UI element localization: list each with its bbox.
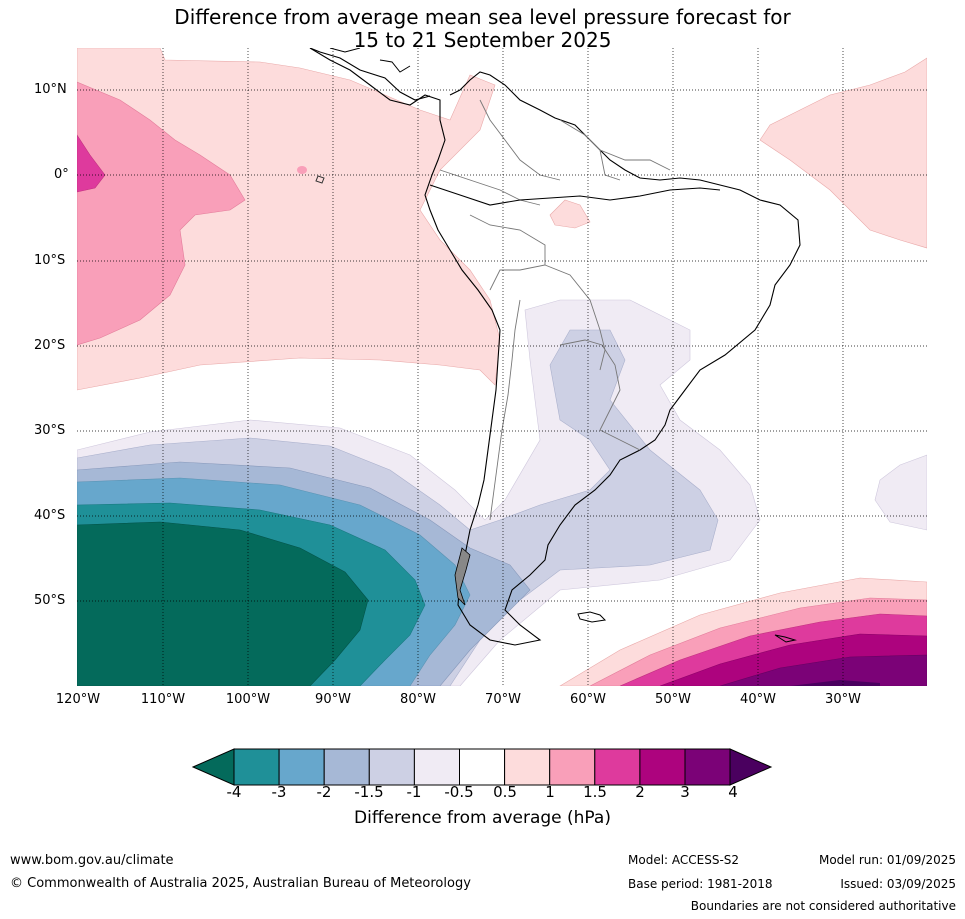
lon-label-120w: 120°W — [55, 692, 101, 707]
colorbar-label: 3 — [680, 783, 690, 801]
anomaly-pos-0.5 — [77, 48, 501, 391]
footer-model: Model: ACCESS-S2 — [628, 853, 740, 867]
colorbar-label: -2 — [316, 783, 332, 801]
lat-label-50s: 50°S — [34, 593, 66, 608]
footer-model-run: Model run: 01/09/2025 — [818, 853, 956, 867]
colorbar-swatch-9 — [594, 748, 641, 786]
colorbar-label: -0.5 — [444, 783, 474, 801]
colorbar-swatch-2 — [278, 748, 325, 786]
anomaly-pos-atlantic — [759, 57, 927, 249]
anomaly-pos-south-3.0 — [719, 654, 927, 686]
lat-label-30s: 30°S — [34, 423, 66, 438]
lat-label-10n: 10°N — [34, 82, 67, 97]
colorbar-above-max — [729, 748, 773, 786]
anomaly-neg-4.0 — [77, 521, 369, 686]
falkland-islands — [577, 611, 607, 623]
colorbar-swatch-8 — [549, 748, 596, 786]
anomaly-spot-amazon — [549, 199, 591, 229]
lon-label-100w: 100°W — [225, 692, 271, 707]
colorbar-label: 2 — [635, 783, 645, 801]
colorbar-swatch-7 — [504, 748, 551, 786]
colorbar-label: 1.5 — [583, 783, 607, 801]
colorbar-swatch-6 — [459, 748, 506, 786]
anomaly-neg-atlantic-east — [874, 454, 927, 531]
lon-label-60w: 60°W — [570, 692, 606, 707]
map-title-line2: 15 to 21 September 2025 — [353, 28, 612, 52]
lon-label-80w: 80°W — [400, 692, 436, 707]
colorbar-label: -1.5 — [354, 783, 384, 801]
colorbar-swatch-5 — [413, 748, 460, 786]
coastline-caribbean — [329, 48, 411, 73]
lon-label-70w: 70°W — [485, 692, 521, 707]
footer-base-period: Base period: 1981-2018 — [628, 877, 773, 891]
anomaly-spot-pacific — [297, 166, 307, 174]
colorbar-swatch-3 — [323, 748, 370, 786]
chile-fjords — [454, 547, 471, 606]
lon-label-110w: 110°W — [140, 692, 186, 707]
lon-label-50w: 50°W — [655, 692, 691, 707]
amazon-river — [429, 184, 721, 206]
lat-label-20s: 20°S — [34, 338, 66, 353]
colorbar-swatch-10 — [639, 748, 686, 786]
colorbar-label: -3 — [271, 783, 287, 801]
colorbar-label: 1 — [545, 783, 555, 801]
footer-website[interactable]: www.bom.gov.au/climate — [10, 853, 174, 868]
colorbar-swatch-11 — [684, 748, 731, 786]
lat-label-10s: 10°S — [34, 253, 66, 268]
colorbar-title: Difference from average (hPa) — [354, 808, 611, 828]
colorbar-swatch-4 — [368, 748, 415, 786]
colorbar-below-min — [191, 748, 235, 786]
footer-copyright: © Commonwealth of Australia 2025, Austra… — [10, 876, 471, 891]
coastline-central-america — [309, 48, 431, 101]
country-borders — [439, 99, 671, 521]
anomaly-pos-1.0 — [77, 81, 246, 346]
colorbar-label: 0.5 — [493, 783, 517, 801]
lon-label-40w: 40°W — [740, 692, 776, 707]
lon-label-30w: 30°W — [825, 692, 861, 707]
footer-boundaries-note: Boundaries are not considered authoritat… — [690, 899, 956, 913]
graticule — [77, 48, 927, 686]
anomaly-field — [77, 48, 927, 686]
colorbar — [191, 748, 773, 786]
colorbar-label: -1 — [406, 783, 422, 801]
south-georgia — [774, 634, 797, 643]
map-title-line1: Difference from average mean sea level p… — [174, 5, 791, 29]
footer-issued: Issued: 03/09/2025 — [840, 877, 956, 891]
lon-label-90w: 90°W — [315, 692, 351, 707]
galapagos-islands — [315, 175, 325, 184]
colorbar-label: -4 — [226, 783, 242, 801]
colorbar-swatch-1 — [233, 748, 280, 786]
anomaly-pos-1.5 — [77, 134, 106, 193]
lat-label-40s: 40°S — [34, 508, 66, 523]
coastline-south-america — [309, 48, 801, 646]
lat-label-0: 0° — [54, 167, 69, 182]
colorbar-label: 4 — [728, 783, 738, 801]
anomaly-pos-south-4.0 — [790, 680, 880, 686]
